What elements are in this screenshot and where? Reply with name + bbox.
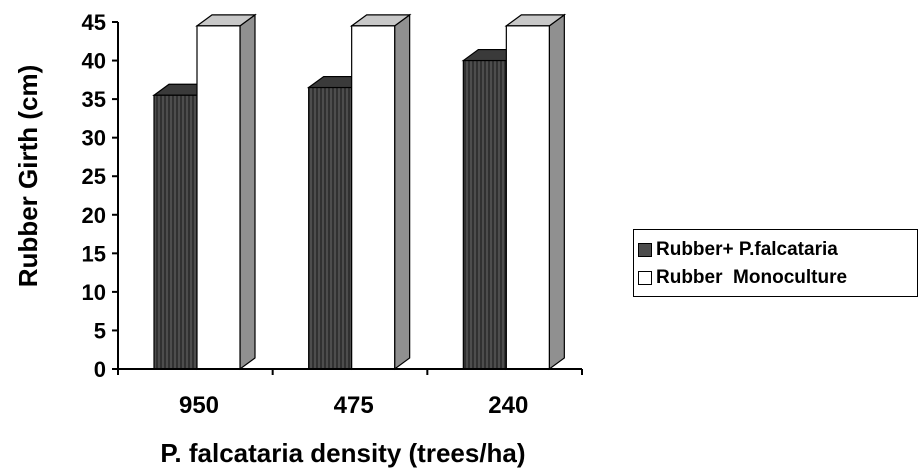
bar-front-face bbox=[462, 59, 507, 370]
bar-front-face bbox=[505, 25, 550, 370]
bar-side-face bbox=[239, 13, 256, 371]
x-ticks-group: 950 475 240 bbox=[117, 369, 583, 419]
legend-label-series-1: Rubber Monoculture bbox=[656, 267, 848, 288]
bar-side-face bbox=[394, 13, 411, 371]
y-tick-label: 30 bbox=[82, 126, 106, 151]
y-tick-label: 40 bbox=[82, 49, 106, 74]
y-tick-label: 20 bbox=[82, 203, 106, 228]
y-tick-label: 15 bbox=[82, 241, 106, 266]
bar-side-face bbox=[548, 13, 565, 371]
y-ticks-group: 0 5 10 15 20 25 30 35 40 45 bbox=[82, 10, 118, 382]
bar bbox=[349, 13, 412, 371]
x-category-label: 240 bbox=[488, 392, 528, 419]
y-tick-label: 45 bbox=[82, 10, 106, 35]
legend-label-series-0: Rubber+ P.falcataria bbox=[656, 239, 838, 260]
bar bbox=[504, 13, 567, 371]
legend-item-series-0: Rubber+ P.falcataria bbox=[638, 236, 917, 264]
y-tick-label: 5 bbox=[94, 318, 106, 343]
bars-group bbox=[152, 13, 567, 371]
x-category-label: 950 bbox=[179, 392, 219, 419]
bar-front-face bbox=[308, 86, 353, 370]
x-axis-title: P. falcataria density (trees/ha) bbox=[160, 438, 525, 468]
axes-group bbox=[117, 22, 582, 370]
x-category-label: 475 bbox=[334, 392, 374, 419]
y-tick-label: 0 bbox=[94, 357, 106, 382]
legend-item-series-1: Rubber Monoculture bbox=[638, 264, 917, 292]
legend-swatch-series-0 bbox=[638, 243, 652, 257]
bar-front-face bbox=[351, 25, 396, 370]
y-tick-label: 25 bbox=[82, 164, 106, 189]
bar bbox=[195, 13, 257, 371]
legend: Rubber+ P.falcataria Rubber Monoculture bbox=[633, 229, 918, 297]
y-tick-label: 35 bbox=[82, 87, 106, 112]
legend-swatch-series-1 bbox=[638, 271, 652, 285]
y-tick-label: 10 bbox=[82, 280, 106, 305]
y-axis-title: Rubber Girth (cm) bbox=[13, 65, 43, 287]
bar-front-face bbox=[153, 94, 198, 370]
bar-front-face bbox=[196, 25, 241, 370]
